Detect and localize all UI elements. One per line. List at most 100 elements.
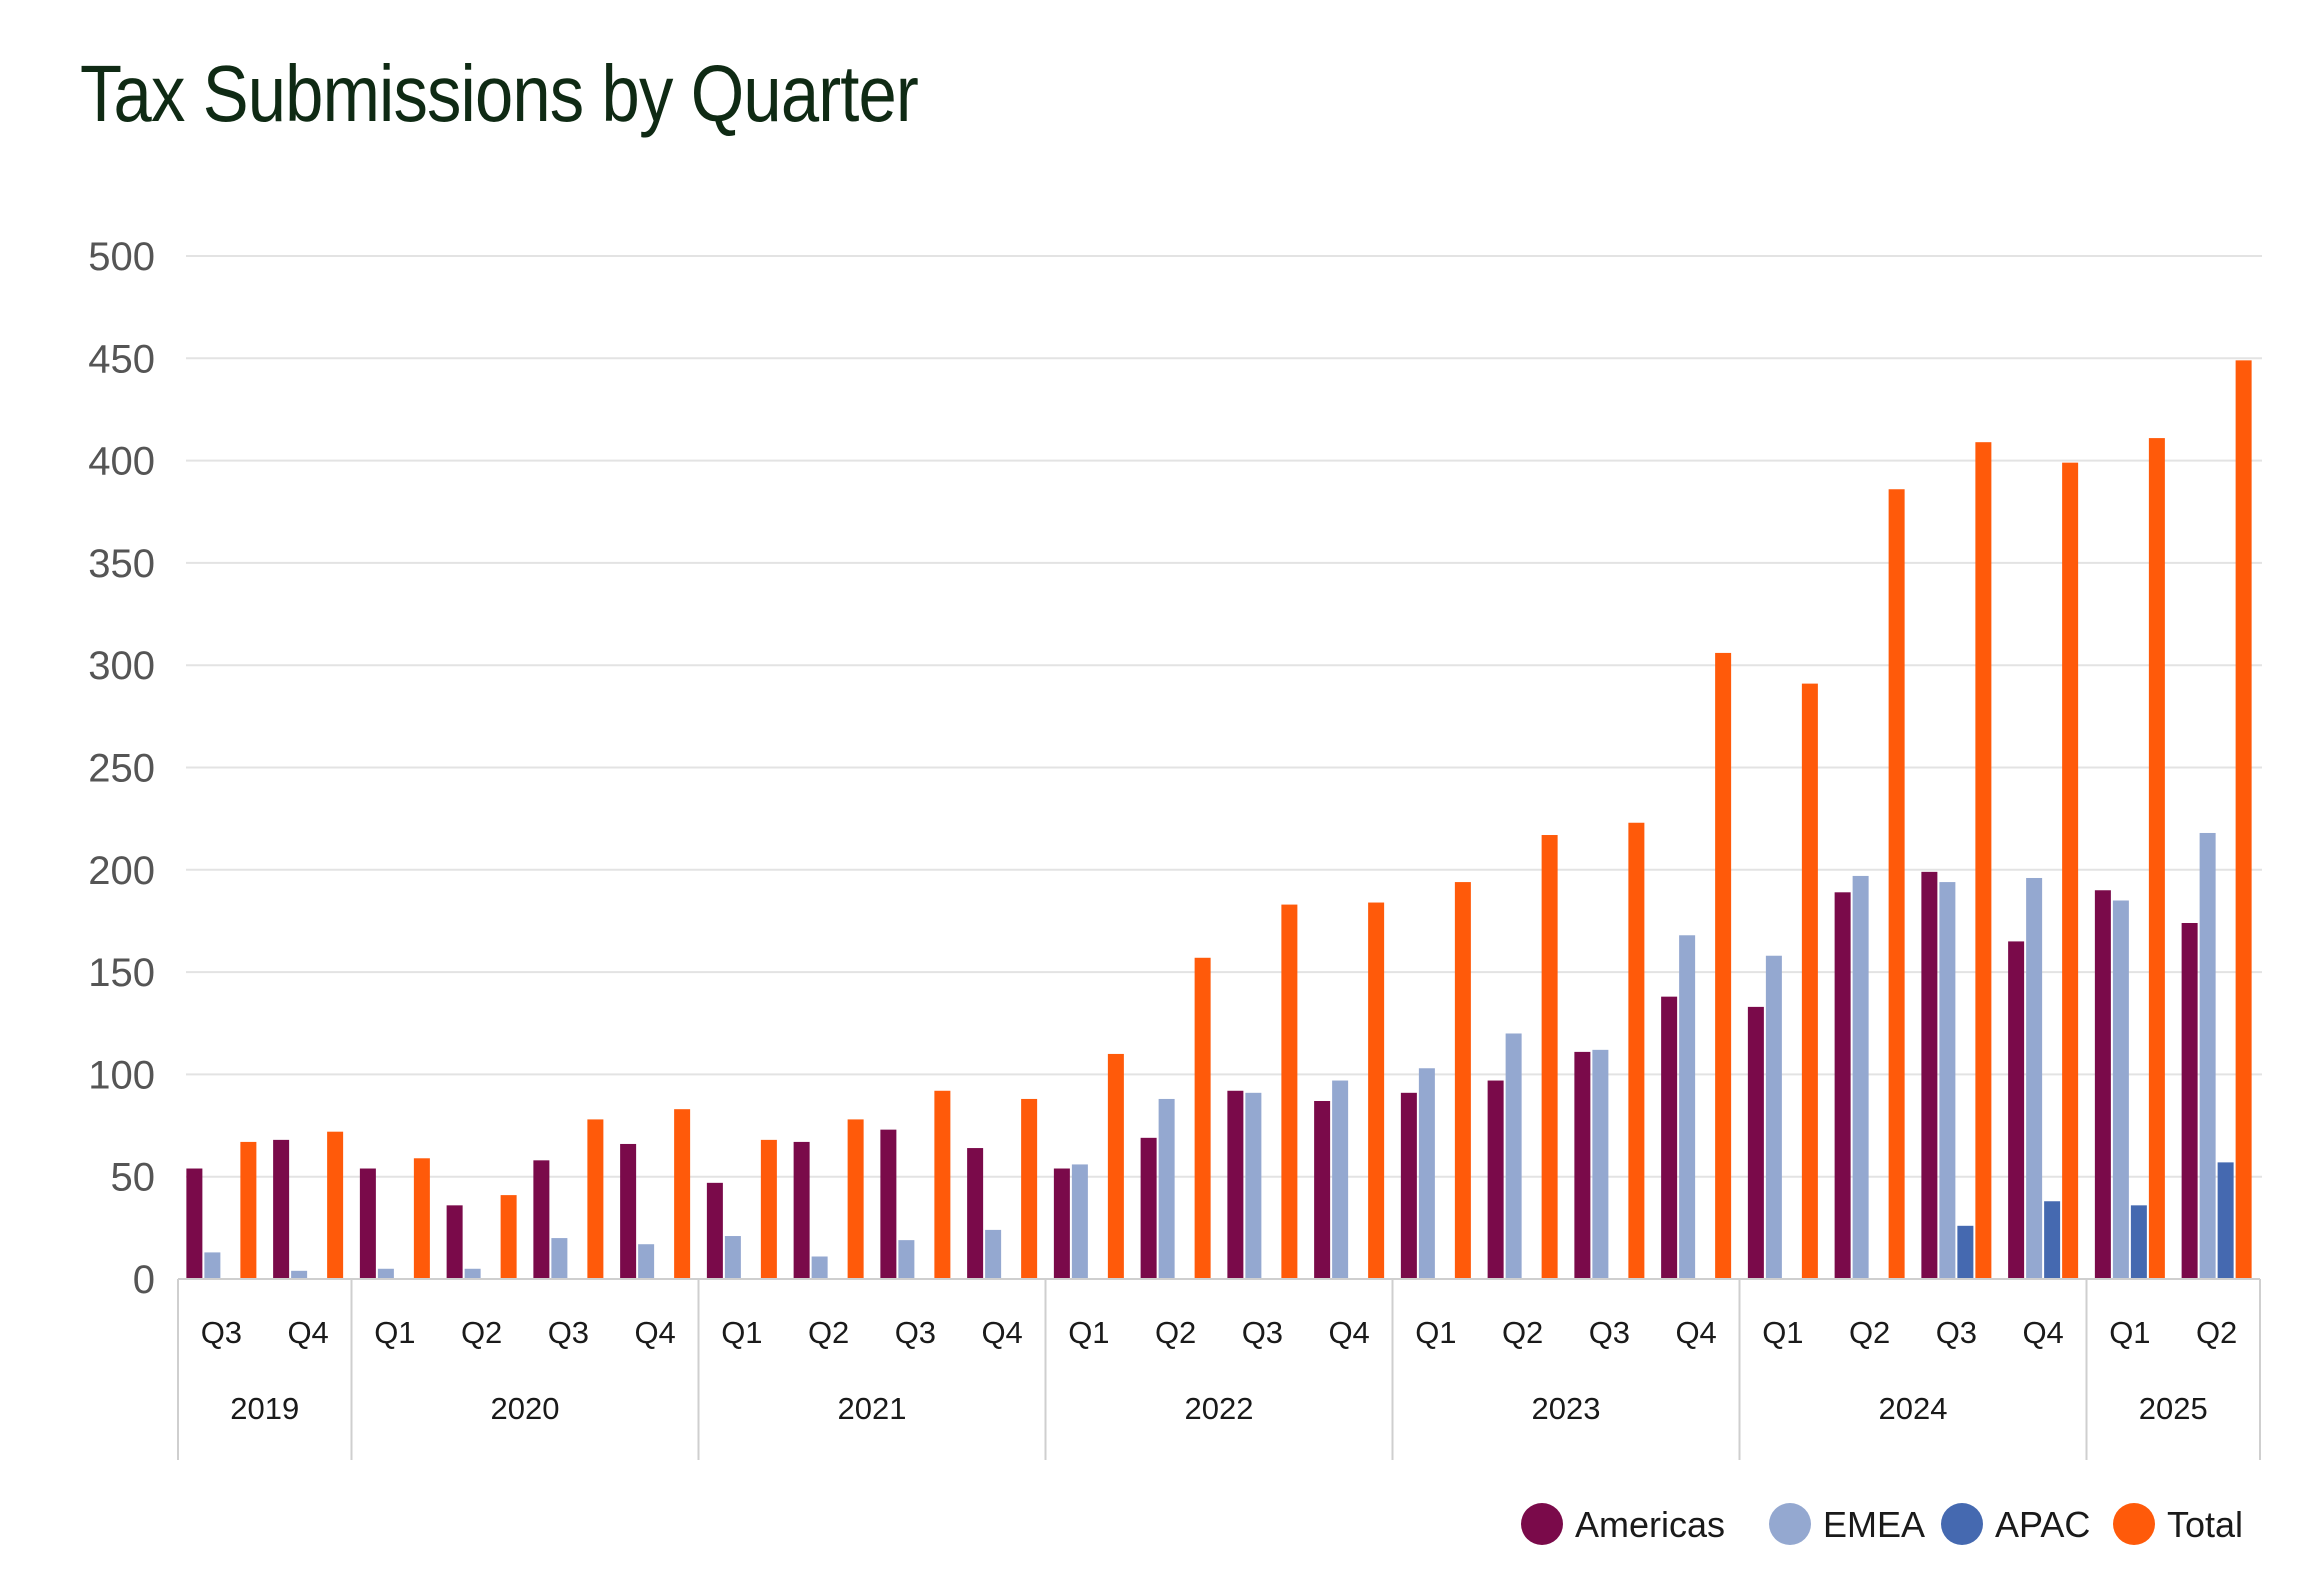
x-tick-quarter-label: Q3 <box>201 1315 242 1350</box>
bar-emea-2019-q3 <box>204 1252 221 1279</box>
bar-total-2023-q2 <box>1541 835 1558 1279</box>
bar-emea-2020-q1 <box>377 1268 394 1279</box>
bar-americas-2021-q2 <box>793 1141 810 1279</box>
bar-emea-2022-q2 <box>1158 1098 1175 1279</box>
bar-total-2024-q2 <box>1888 489 1905 1279</box>
y-axis-ticks: 0 50 100 150 200 250 300 350 400 450 500 <box>88 235 155 1302</box>
bar-emea-2023-q2 <box>1505 1033 1522 1279</box>
bar-emea-2024-q2 <box>1852 875 1869 1279</box>
bar-total-2022-q1 <box>1107 1053 1124 1279</box>
bar-americas-2020-q4 <box>620 1143 637 1279</box>
bar-emea-2022-q1 <box>1071 1164 1088 1279</box>
bar-americas-2022-q4 <box>1314 1100 1331 1279</box>
bar-americas-2021-q3 <box>880 1129 897 1279</box>
grid-lines <box>186 255 2262 1178</box>
legend-item-apac: APAC <box>1941 1503 2090 1545</box>
legend-label: Total <box>2167 1504 2243 1545</box>
legend-label: APAC <box>1995 1504 2090 1545</box>
bar-americas-2020-q1 <box>359 1168 376 1279</box>
bar-total-2021-q1 <box>760 1139 777 1279</box>
bar-total-2022-q2 <box>1194 957 1211 1279</box>
x-tick-year-label: 2019 <box>230 1391 299 1426</box>
legend-swatch <box>1769 1503 1811 1545</box>
bar-total-2025-q2 <box>2235 360 2252 1279</box>
x-tick-year-label: 2024 <box>1879 1391 1948 1426</box>
bar-americas-2022-q3 <box>1227 1090 1244 1279</box>
x-tick-quarter-label: Q3 <box>548 1315 589 1350</box>
x-tick-year-label: 2023 <box>1532 1391 1601 1426</box>
bar-total-2021-q4 <box>1021 1098 1038 1279</box>
x-tick-quarter-label: Q2 <box>1155 1315 1196 1350</box>
bar-americas-2019-q4 <box>273 1139 290 1279</box>
x-tick-quarter-label: Q2 <box>1502 1315 1543 1350</box>
x-tick-quarter-label: Q3 <box>895 1315 936 1350</box>
x-tick-quarter-label: Q1 <box>2109 1315 2150 1350</box>
bar-total-2020-q2 <box>500 1195 517 1279</box>
bar-americas-2020-q3 <box>533 1160 550 1279</box>
bar-emea-2020-q2 <box>464 1268 481 1279</box>
x-tick-quarter-label: Q1 <box>1415 1315 1456 1350</box>
bar-emea-2023-q3 <box>1592 1049 1609 1279</box>
bar-americas-2023-q4 <box>1661 996 1678 1279</box>
bar-emea-2020-q4 <box>638 1244 655 1279</box>
x-tick-quarter-label: Q4 <box>1328 1315 1369 1350</box>
bar-total-2019-q4 <box>327 1131 344 1279</box>
x-tick-quarter-label: Q1 <box>374 1315 415 1350</box>
x-tick-quarter-label: Q4 <box>2022 1315 2063 1350</box>
bar-americas-2025-q2 <box>2181 922 2198 1279</box>
bar-americas-2020-q2 <box>446 1205 463 1279</box>
legend-item-americas: Americas <box>1521 1503 1725 1545</box>
y-tick-label: 400 <box>88 440 155 484</box>
x-tick-year-label: 2022 <box>1185 1391 1254 1426</box>
bar-americas-2024-q3 <box>1921 871 1938 1279</box>
bar-americas-2023-q2 <box>1487 1080 1504 1279</box>
bar-total-2024-q3 <box>1975 442 1992 1279</box>
bar-apac-2024-q4 <box>2044 1201 2061 1279</box>
x-tick-quarter-label: Q2 <box>1849 1315 1890 1350</box>
bar-americas-2022-q1 <box>1053 1168 1070 1279</box>
legend-swatch <box>2113 1503 2155 1545</box>
x-tick-quarter-label: Q1 <box>721 1315 762 1350</box>
chart-title: Tax Submissions by Quarter <box>80 49 919 138</box>
legend-swatch <box>1521 1503 1563 1545</box>
x-tick-quarter-label: Q4 <box>634 1315 675 1350</box>
x-tick-year-label: 2021 <box>838 1391 907 1426</box>
x-tick-quarter-label: Q4 <box>287 1315 328 1350</box>
x-tick-quarter-label: Q2 <box>461 1315 502 1350</box>
bar-total-2022-q4 <box>1368 902 1385 1279</box>
bar-americas-2021-q1 <box>706 1182 723 1279</box>
bar-americas-2019-q3 <box>186 1168 203 1279</box>
bar-total-2023-q3 <box>1628 822 1645 1279</box>
bar-total-2023-q4 <box>1715 652 1732 1279</box>
bar-total-2020-q3 <box>587 1119 604 1279</box>
bar-americas-2025-q1 <box>2094 890 2111 1279</box>
bar-emea-2020-q3 <box>551 1238 568 1279</box>
bar-emea-2024-q1 <box>1765 955 1782 1279</box>
bar-emea-2021-q4 <box>985 1229 1002 1279</box>
y-tick-label: 50 <box>111 1156 156 1200</box>
x-tick-quarter-label: Q4 <box>981 1315 1022 1350</box>
bar-total-2020-q4 <box>674 1109 691 1279</box>
bar-emea-2025-q2 <box>2199 832 2216 1279</box>
legend-item-emea: EMEA <box>1769 1503 1925 1545</box>
legend: Americas EMEA APAC Total <box>1521 1503 2243 1545</box>
y-tick-label: 150 <box>88 951 155 995</box>
bar-total-2021-q2 <box>847 1119 864 1279</box>
bar-total-2019-q3 <box>240 1141 257 1279</box>
bar-apac-2025-q2 <box>2217 1162 2234 1279</box>
y-tick-label: 450 <box>88 337 155 381</box>
bar-americas-2024-q2 <box>1834 892 1851 1279</box>
y-tick-label: 100 <box>88 1053 155 1097</box>
bar-emea-2019-q4 <box>291 1270 308 1279</box>
bar-americas-2023-q1 <box>1400 1092 1417 1279</box>
bar-americas-2022-q2 <box>1140 1137 1157 1279</box>
bar-total-2023-q1 <box>1454 882 1471 1279</box>
bar-emea-2021-q3 <box>898 1240 915 1279</box>
bar-apac-2024-q3 <box>1957 1225 1974 1279</box>
bars <box>186 360 2252 1279</box>
bar-emea-2021-q1 <box>724 1236 741 1279</box>
x-tick-quarter-label: Q2 <box>2196 1315 2237 1350</box>
bar-emea-2022-q4 <box>1332 1080 1349 1279</box>
x-tick-quarter-label: Q1 <box>1068 1315 1109 1350</box>
